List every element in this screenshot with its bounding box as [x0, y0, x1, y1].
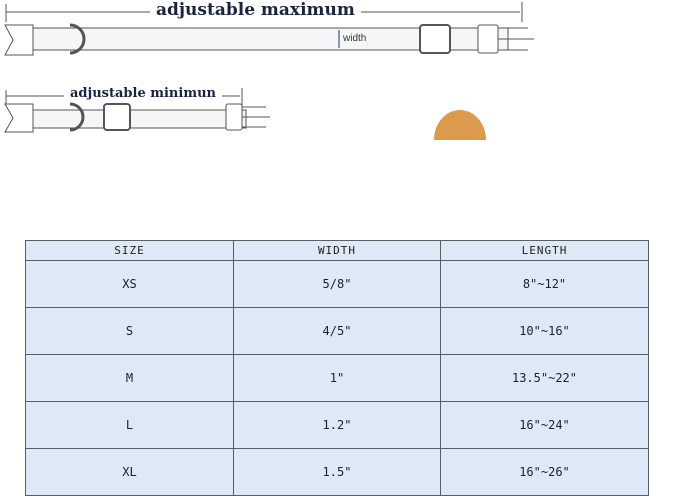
width-cell: 1.2" — [233, 401, 441, 449]
length-cell: 8"~12" — [440, 260, 649, 308]
width-label: width — [343, 33, 367, 44]
table-row: XS 5/8" 8"~12" — [25, 260, 649, 308]
adjustable-maximum-label: adjustable maximum — [150, 0, 361, 20]
collar-diagram — [4, 2, 534, 140]
header-length: LENGTH — [440, 240, 649, 261]
width-cell: 4/5" — [233, 307, 441, 355]
adjustable-minimum-label: adjustable minimun — [64, 86, 222, 101]
size-cell: XL — [25, 448, 234, 496]
width-cell: 5/8" — [233, 260, 441, 308]
table-row: L 1.2" 16"~24" — [25, 401, 649, 449]
size-chart-table: SIZE WIDTH LENGTH XS 5/8" 8"~12" S 4/5" 10"~… — [25, 240, 649, 496]
table-row: S 4/5" 10"~16" — [25, 307, 649, 355]
size-cell: XS — [25, 260, 234, 308]
table-header-row: SIZE WIDTH LENGTH — [25, 240, 649, 261]
table-row: XL 1.5" 16"~26" — [25, 448, 649, 496]
header-width: WIDTH — [233, 240, 441, 261]
table-row: M 1" 13.5"~22" — [25, 354, 649, 402]
length-cell: 16"~26" — [440, 448, 649, 496]
golden-retriever-illustration — [434, 110, 486, 140]
length-cell: 10"~16" — [440, 307, 649, 355]
size-cell: L — [25, 401, 234, 449]
header-size: SIZE — [25, 240, 234, 261]
length-cell: 16"~24" — [440, 401, 649, 449]
width-cell: 1.5" — [233, 448, 441, 496]
size-cell: M — [25, 354, 234, 402]
length-cell: 13.5"~22" — [440, 354, 649, 402]
size-cell: S — [25, 307, 234, 355]
width-cell: 1" — [233, 354, 441, 402]
